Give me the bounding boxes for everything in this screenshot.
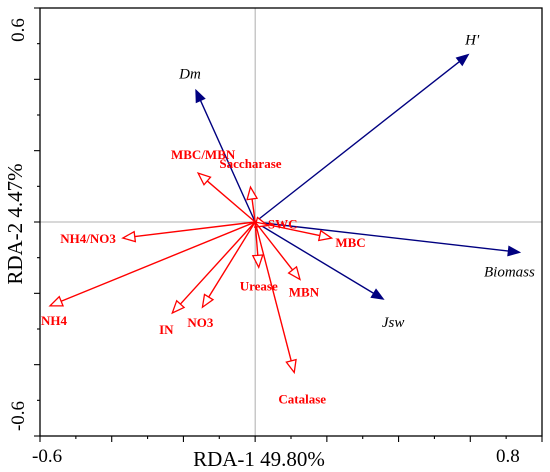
y-tick-label-max: 0.6 — [8, 18, 29, 42]
vector-shaft — [255, 221, 509, 252]
vector-mbc-mbn: MBC/MBN — [171, 147, 256, 223]
arrow-head — [246, 185, 259, 201]
vector-catalase: Catalase — [254, 221, 326, 407]
vector-label: SWC — [268, 217, 298, 232]
vector-shaft — [254, 221, 294, 271]
vector-shaft — [254, 221, 320, 237]
vector-label: Biomass — [484, 264, 535, 280]
arrow-head — [195, 88, 206, 104]
vector-dm: Dm — [178, 66, 256, 223]
arrow-head — [507, 245, 522, 257]
vector-nh4: NH4 — [41, 221, 256, 328]
vector-h: H' — [254, 33, 480, 223]
vector-label: MBC/MBN — [171, 147, 236, 162]
vector-shaft — [254, 60, 460, 223]
arrow-head — [251, 254, 264, 269]
vector-label: NH4/NO3 — [60, 231, 116, 246]
vector-shaft — [254, 221, 292, 362]
arrow-head — [201, 293, 215, 309]
vector-mbn: MBN — [254, 221, 320, 299]
vector-label: NO3 — [187, 315, 214, 330]
arrow-head — [370, 288, 385, 300]
vector-label: MBN — [289, 284, 320, 299]
vector-nh4-no3: NH4/NO3 — [60, 221, 256, 246]
vector-label: Urease — [240, 278, 278, 293]
vector-shaft — [60, 221, 256, 302]
vector-shaft — [206, 180, 256, 223]
vector-label: Saccharase — [219, 156, 281, 171]
vector-mbc: MBC — [254, 221, 366, 250]
x-tick-label-min: -0.6 — [32, 446, 62, 467]
vector-in: IN — [159, 221, 256, 337]
vector-label: NH4 — [41, 313, 68, 328]
arrow-head — [196, 172, 212, 186]
vector-shaft — [251, 198, 256, 223]
vector-label: Jsw — [382, 315, 405, 331]
arrow-head — [455, 53, 470, 67]
vector-saccharase: Saccharase — [219, 156, 282, 223]
vector-shaft — [254, 221, 259, 256]
vector-jsw: Jsw — [254, 221, 405, 331]
vector-label: H' — [464, 33, 480, 49]
arrow-head — [285, 358, 297, 375]
arrow-head — [317, 229, 334, 242]
vector-label: Dm — [178, 66, 201, 82]
vector-label: Catalase — [278, 392, 326, 407]
arrow-head — [48, 295, 65, 307]
vector-shaft — [208, 221, 256, 298]
arrow-head — [121, 230, 137, 243]
vector-urease: Urease — [240, 221, 278, 293]
vector-label: IN — [159, 322, 174, 337]
arrow-head — [171, 299, 186, 315]
vector-shaft — [199, 100, 256, 223]
vector-shaft — [254, 221, 375, 294]
y-axis-title: RDA-2 4.47% — [3, 163, 27, 284]
arrow-head — [287, 265, 302, 281]
vector-biomass: Biomass — [255, 221, 535, 280]
x-tick-label-max: 0.8 — [496, 446, 520, 467]
vector-shaft — [179, 221, 256, 305]
vector-shaft — [134, 221, 256, 238]
vector-label: MBC — [335, 235, 365, 250]
vector-no3: NO3 — [187, 221, 256, 330]
y-tick-label-min: -0.6 — [8, 401, 29, 431]
x-axis-title: RDA-1 49.80% — [193, 447, 325, 471]
axis-ticks — [34, 7, 543, 442]
